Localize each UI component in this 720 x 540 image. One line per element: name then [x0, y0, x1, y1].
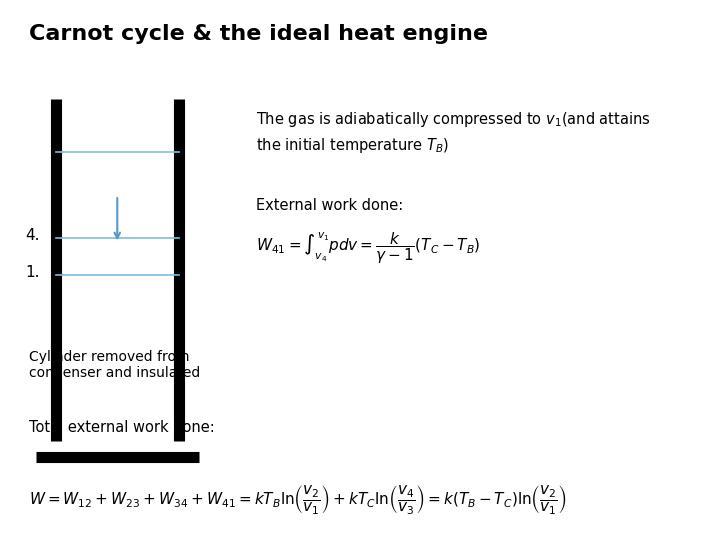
Text: $W_{41} = \int_{v_4}^{v_1} pdv = \dfrac{k}{\gamma-1}(T_C - T_B)$: $W_{41} = \int_{v_4}^{v_1} pdv = \dfrac{…	[256, 230, 480, 266]
Text: External work done:: External work done:	[256, 198, 403, 213]
Text: 4.: 4.	[25, 228, 40, 243]
Text: Cylinder removed from
condenser and insulated: Cylinder removed from condenser and insu…	[30, 350, 201, 380]
Text: 1.: 1.	[25, 265, 40, 280]
Text: $W = W_{12} + W_{23} + W_{34} + W_{41} = kT_B \ln\!\left(\dfrac{v_2}{v_1}\right): $W = W_{12} + W_{23} + W_{34} + W_{41} =…	[30, 484, 567, 517]
Text: Total external work done:: Total external work done:	[30, 420, 215, 435]
Text: The gas is adiabatically compressed to $v_1$(and attains
the initial temperature: The gas is adiabatically compressed to $…	[256, 110, 650, 154]
Text: Carnot cycle & the ideal heat engine: Carnot cycle & the ideal heat engine	[30, 24, 488, 44]
